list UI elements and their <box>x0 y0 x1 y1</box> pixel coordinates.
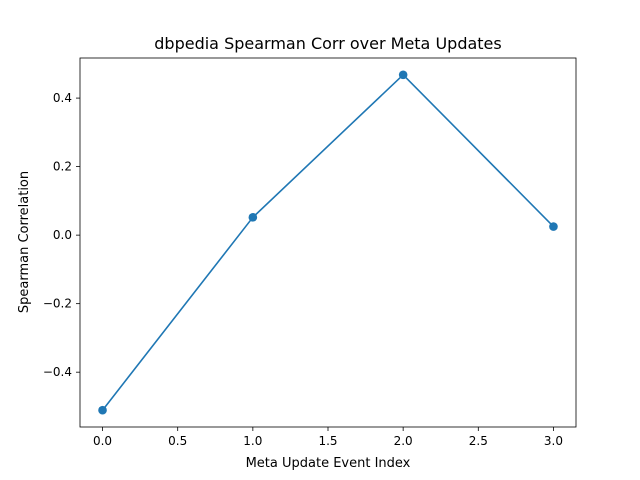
x-tick-label: 0.5 <box>168 434 187 448</box>
data-point <box>398 70 408 80</box>
plot-frame <box>79 57 577 428</box>
y-tick-label: 0.2 <box>53 160 72 174</box>
chart-title: dbpedia Spearman Corr over Meta Updates <box>154 34 501 53</box>
y-axis-label: Spearman Correlation <box>17 171 32 313</box>
x-tick-label: 3.0 <box>544 434 563 448</box>
x-tick-label: 0.0 <box>93 434 112 448</box>
data-point <box>248 213 258 222</box>
y-tick-label: 0.0 <box>53 228 72 242</box>
x-tick-label: 1.0 <box>243 434 262 448</box>
x-tick-label: 2.0 <box>394 434 413 448</box>
data-point <box>98 405 107 415</box>
x-tick-label: 2.5 <box>469 434 488 448</box>
ticks-layer: 0.0 0.5 1.0 1.5 2.0 2.5 3.0 −0.4 −0.2 0.0 0.2 0.4 <box>43 91 563 448</box>
x-axis-label: Meta Update Event Index <box>246 456 411 471</box>
y-tick-label: −0.2 <box>43 297 72 311</box>
y-tick-label: 0.4 <box>53 91 72 105</box>
y-tick-label: −0.4 <box>43 365 72 379</box>
plot-area <box>80 58 576 427</box>
data-point <box>549 222 558 231</box>
series-line <box>101 73 555 411</box>
series-layer <box>98 70 558 415</box>
x-tick-label: 1.5 <box>318 434 337 448</box>
